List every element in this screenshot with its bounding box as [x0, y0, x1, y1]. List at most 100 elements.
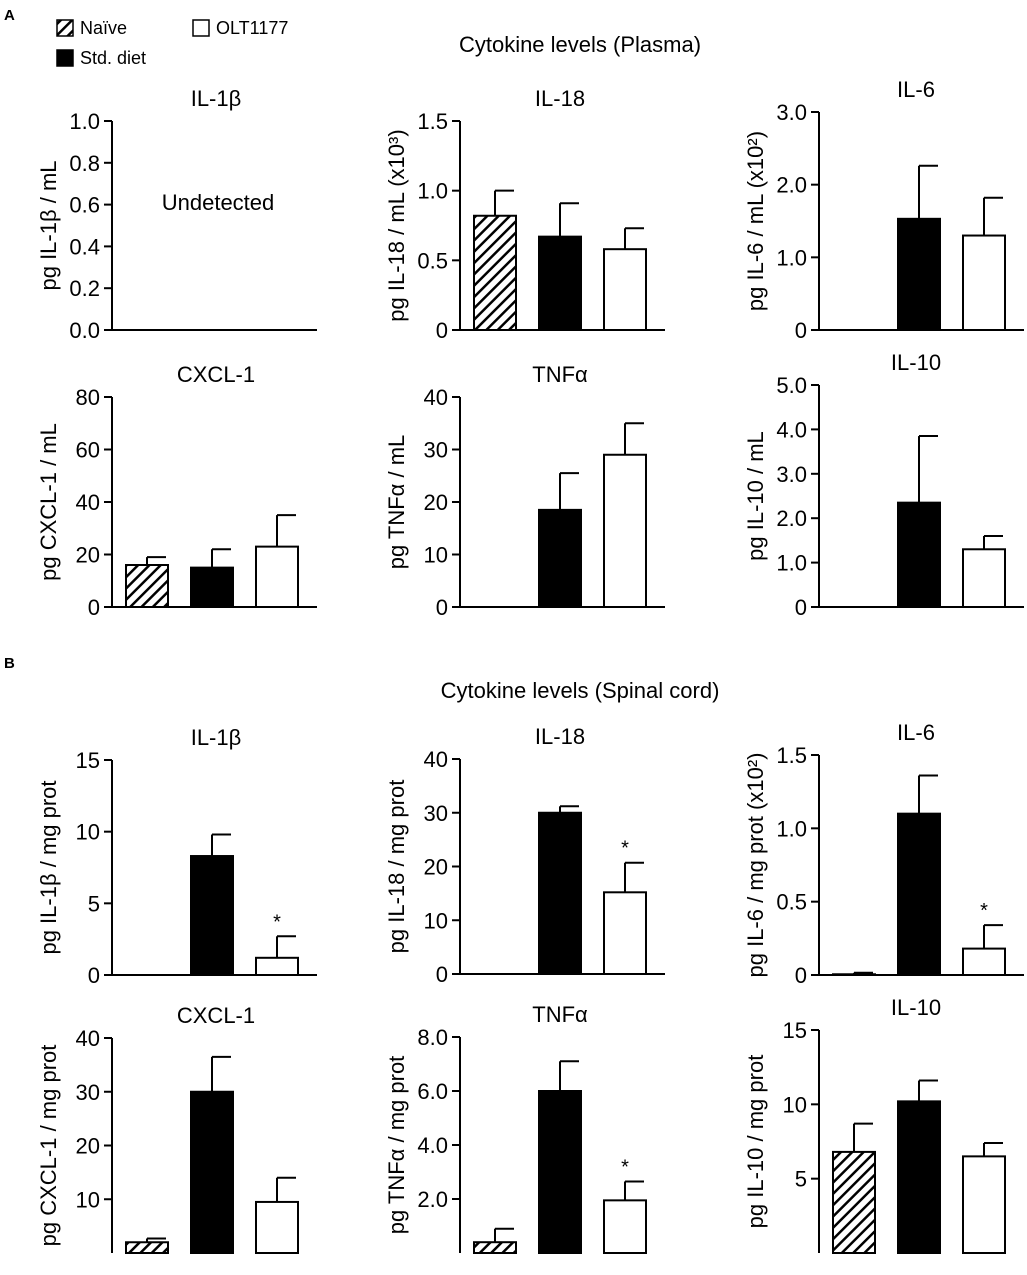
- legend-label-olt1177: OLT1177: [216, 18, 288, 38]
- significance-marker: *: [621, 838, 629, 860]
- y-axis-label: pg IL-18 / mg prot: [384, 780, 409, 954]
- bar-olt1177: [962, 947, 1006, 976]
- chart-panel: CXCL-1 10 20 30 40 pg CXCL-1 / mg prot: [36, 1003, 299, 1254]
- y-tick-label: 10: [76, 820, 100, 845]
- y-tick-label: 0.4: [69, 234, 100, 259]
- bar-olt1177: [603, 248, 647, 331]
- section-label-a: A: [4, 7, 15, 24]
- y-tick-label: 0: [88, 595, 100, 620]
- y-tick-label: 20: [424, 490, 448, 515]
- y-axis-label: pg IL-18 / mL (x10³): [384, 129, 409, 321]
- y-tick-label: 0: [88, 963, 100, 988]
- bar-std-diet: [897, 217, 941, 332]
- legend-swatch-std-diet: [56, 49, 74, 67]
- bar-olt1177: [603, 1199, 647, 1254]
- bar-olt1177: [603, 891, 647, 975]
- y-tick-label: 40: [76, 490, 100, 515]
- y-tick-label: 40: [424, 747, 448, 772]
- y-tick-label: 0.5: [776, 890, 807, 915]
- y-tick-label: 0: [436, 318, 448, 343]
- chart-panel: TNFα 0 10 20 30 40 pg TNFα / mL: [384, 362, 665, 620]
- y-tick-label: 0.6: [69, 193, 100, 218]
- significance-marker: *: [980, 900, 988, 922]
- chart-title: TNFα: [532, 362, 588, 387]
- y-axis-label: pg IL-1β / mL: [36, 160, 61, 290]
- chart-panel: IL-18 0 0.5 1.0 1.5 pg IL-18 / mL (x10³): [384, 86, 665, 343]
- legend-swatch-olt1177: [192, 19, 210, 37]
- bar-std-diet: [897, 1100, 941, 1254]
- y-tick-label: 3.0: [776, 462, 807, 487]
- y-tick-label: 10: [424, 908, 448, 933]
- y-tick-label: 1.5: [417, 109, 448, 134]
- y-axis-label: pg IL-6 / mL (x10²): [743, 131, 768, 311]
- chart-panel: IL-18 0 10 20 30 40 pg IL-18 / mg prot *: [384, 724, 665, 987]
- y-tick-label: 0.2: [69, 276, 100, 301]
- legend-label-naive: Naïve: [80, 18, 127, 38]
- chart-title: IL-10: [891, 350, 941, 375]
- bar-std-diet: [897, 812, 941, 977]
- y-axis-label: pg CXCL-1 / mg prot: [36, 1045, 61, 1247]
- section-label-b: B: [4, 655, 15, 672]
- chart-title: IL-10: [891, 995, 941, 1020]
- bar-olt1177: [962, 234, 1006, 332]
- y-tick-label: 10: [783, 1092, 807, 1117]
- y-tick-label: 5: [88, 891, 100, 916]
- bar-std-diet: [538, 508, 582, 608]
- bar-std-diet: [190, 1090, 234, 1254]
- y-axis-label: pg TNFα / mL: [384, 435, 409, 570]
- chart-panel: IL-10 0 1.0 2.0 3.0 4.0 5.0 pg IL-10 / mL: [743, 350, 1024, 620]
- y-tick-label: 5: [795, 1167, 807, 1192]
- chart-title: IL-1β: [191, 86, 242, 111]
- y-tick-label: 60: [76, 438, 100, 463]
- chart-title: IL-6: [897, 77, 935, 102]
- legend: Naïve Std. diet OLT1177: [56, 18, 288, 68]
- bar-olt1177: [962, 1155, 1006, 1255]
- bar-naive: [125, 564, 169, 608]
- y-tick-label: 2.0: [417, 1187, 448, 1212]
- y-tick-label: 10: [76, 1187, 100, 1212]
- y-tick-label: 15: [783, 1018, 807, 1043]
- y-axis-label: pg IL-1β / mg prot: [36, 780, 61, 954]
- y-tick-label: 10: [424, 543, 448, 568]
- bar-std-diet: [538, 235, 582, 331]
- section-title-spinal-cord: Cytokine levels (Spinal cord): [441, 678, 720, 703]
- y-tick-label: 15: [76, 748, 100, 773]
- chart-title: CXCL-1: [177, 1003, 255, 1028]
- y-tick-label: 0.0: [69, 318, 100, 343]
- y-tick-label: 4.0: [417, 1133, 448, 1158]
- bar-olt1177: [603, 453, 647, 608]
- y-tick-label: 80: [76, 385, 100, 410]
- significance-marker: *: [621, 1156, 629, 1178]
- bar-std-diet: [897, 501, 941, 608]
- chart-panels: IL-1β 0.0 0.2 0.4 0.6 0.8 1.0 pg IL-1β / mL Unde…: [36, 77, 1024, 1255]
- y-axis-label: pg CXCL-1 / mL: [36, 423, 61, 581]
- chart-title: IL-18: [535, 724, 585, 749]
- bar-olt1177: [255, 1200, 299, 1254]
- y-tick-label: 8.0: [417, 1025, 448, 1050]
- y-tick-label: 30: [424, 801, 448, 826]
- chart-title: IL-18: [535, 86, 585, 111]
- legend-label-std-diet: Std. diet: [80, 48, 146, 68]
- bar-naive: [473, 1241, 517, 1254]
- significance-marker: *: [273, 911, 281, 933]
- chart-title: CXCL-1: [177, 362, 255, 387]
- y-tick-label: 5.0: [776, 373, 807, 398]
- y-tick-label: 6.0: [417, 1079, 448, 1104]
- y-tick-label: 1.0: [417, 179, 448, 204]
- bar-std-diet: [190, 566, 234, 608]
- y-tick-label: 1.0: [776, 245, 807, 270]
- y-tick-label: 30: [424, 438, 448, 463]
- y-tick-label: 20: [76, 1134, 100, 1159]
- y-tick-label: 1.5: [776, 743, 807, 768]
- y-tick-label: 0: [795, 963, 807, 988]
- bar-olt1177: [255, 545, 299, 608]
- y-tick-label: 1.0: [776, 816, 807, 841]
- chart-panel: IL-10 5 10 15 pg IL-10 / mg prot: [743, 995, 1006, 1255]
- chart-panel: IL-6 0 0.5 1.0 1.5 pg IL-6 / mg prot (x10²) *: [743, 720, 1024, 988]
- y-tick-label: 3.0: [776, 100, 807, 125]
- bar-olt1177: [962, 548, 1006, 609]
- y-tick-label: 2.0: [776, 173, 807, 198]
- bar-naive: [125, 1241, 169, 1254]
- y-tick-label: 0.8: [69, 151, 100, 176]
